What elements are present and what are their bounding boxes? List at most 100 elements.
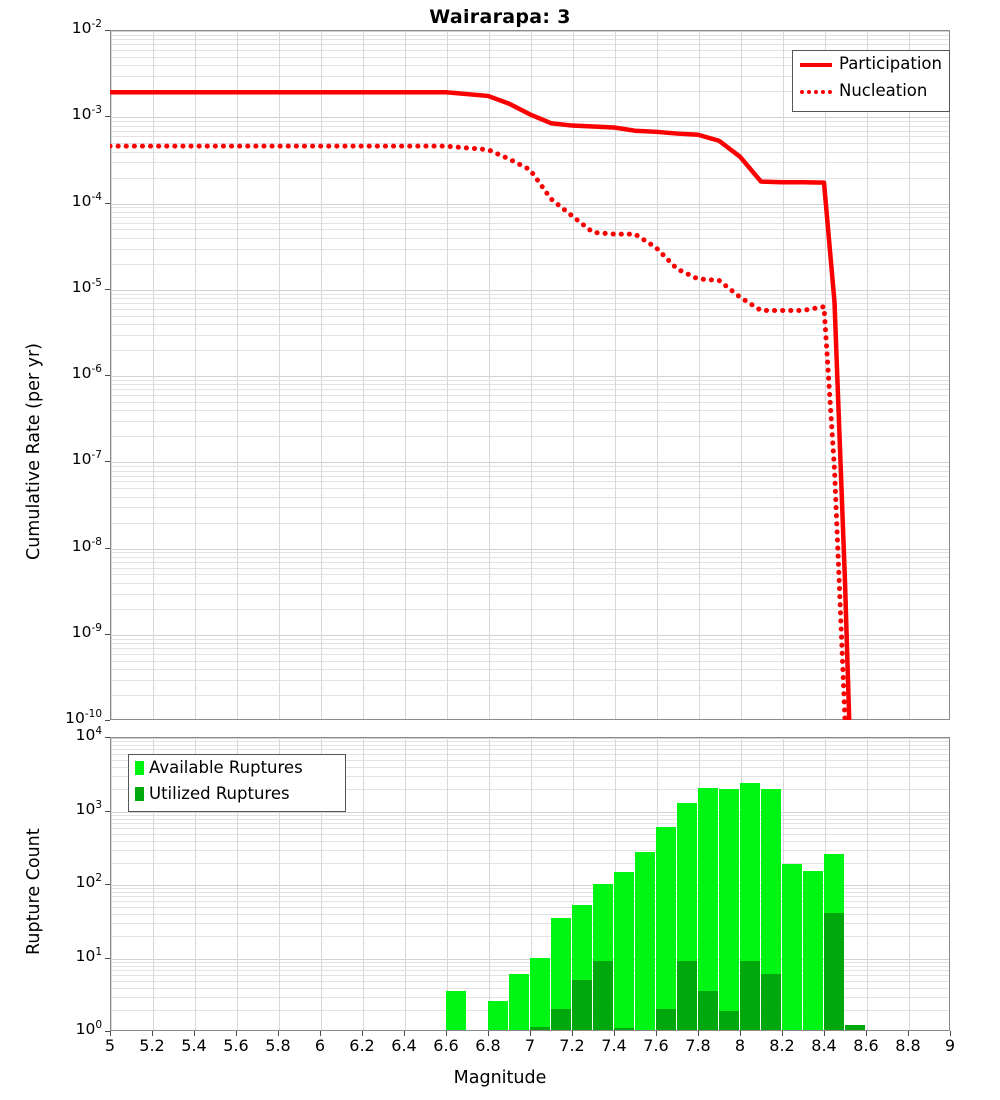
- gridline-vertical: [237, 31, 238, 719]
- gridline-horizontal: [111, 552, 949, 553]
- bar-segment-utilized: [845, 1025, 865, 1030]
- top-y-tick-mark: [105, 116, 110, 117]
- gridline-vertical: [447, 738, 448, 1030]
- gridline-vertical: [909, 31, 910, 719]
- gridline-horizontal: [111, 229, 949, 230]
- rupture-bar[interactable]: [677, 738, 697, 1030]
- legend-item-available-ruptures[interactable]: Available Ruptures: [129, 755, 345, 781]
- rupture-bar[interactable]: [761, 738, 781, 1030]
- x-tick-label: 6.2: [349, 1036, 375, 1055]
- gridline-vertical: [825, 31, 826, 719]
- x-tick-label: 6.8: [475, 1036, 501, 1055]
- gridline-horizontal: [111, 481, 949, 482]
- rupture-bar[interactable]: [509, 738, 529, 1030]
- top-y-tick-label: 10-8: [71, 535, 102, 555]
- rupture-bar[interactable]: [740, 738, 760, 1030]
- rupture-bar[interactable]: [824, 738, 844, 1030]
- bar-segment-utilized: [614, 1028, 634, 1030]
- gridline-horizontal: [111, 410, 949, 411]
- gridline-horizontal: [111, 131, 949, 132]
- gridline-horizontal: [111, 892, 949, 893]
- x-tick-label: 6.6: [433, 1036, 459, 1055]
- gridline-horizontal: [111, 207, 949, 208]
- rupture-bar[interactable]: [551, 738, 571, 1030]
- gridline-horizontal: [111, 507, 949, 508]
- x-tick-mark: [866, 1031, 867, 1036]
- gridline-vertical: [405, 738, 406, 1030]
- gridline-vertical: [405, 31, 406, 719]
- legend-item-nucleation[interactable]: Nucleation: [793, 78, 949, 105]
- legend-label-nucleation: Nucleation: [839, 81, 928, 101]
- rupture-bar[interactable]: [614, 738, 634, 1030]
- gridline-vertical: [153, 738, 154, 1030]
- x-tick-mark: [278, 1031, 279, 1036]
- gridline-horizontal: [111, 914, 949, 915]
- rupture-bar[interactable]: [530, 738, 550, 1030]
- gridline-vertical: [909, 738, 910, 1030]
- rupture-bar[interactable]: [593, 738, 613, 1030]
- gridline-horizontal: [111, 661, 949, 662]
- bottom-axis-title: Rupture Count: [24, 828, 44, 955]
- gridline-horizontal: [111, 212, 949, 213]
- rupture-bar[interactable]: [803, 738, 823, 1030]
- rupture-bar[interactable]: [719, 738, 739, 1030]
- rupture-bar[interactable]: [572, 738, 592, 1030]
- gridline-horizontal: [111, 609, 949, 610]
- gridline-horizontal: [111, 828, 949, 829]
- gridline-vertical: [111, 738, 112, 1030]
- gridline-horizontal: [111, 204, 949, 205]
- rupture-bar[interactable]: [845, 738, 865, 1030]
- gridline-horizontal: [111, 384, 949, 385]
- x-tick-mark: [194, 1031, 195, 1036]
- rupture-bar[interactable]: [782, 738, 802, 1030]
- gridline-horizontal: [111, 819, 949, 820]
- gridline-vertical: [615, 31, 616, 719]
- gridline-vertical: [573, 31, 574, 719]
- gridline-vertical: [111, 31, 112, 719]
- x-tick-label: 5: [104, 1036, 116, 1055]
- gridline-horizontal: [111, 776, 949, 777]
- bar-segment-utilized: [593, 960, 613, 1030]
- x-tick-label: 7.4: [601, 1036, 627, 1055]
- gridline-horizontal: [111, 376, 949, 377]
- legend-item-participation[interactable]: Participation: [793, 51, 949, 78]
- x-tick-label: 8: [734, 1036, 746, 1055]
- rupture-bar[interactable]: [698, 738, 718, 1030]
- x-axis-title: Magnitude: [453, 1068, 547, 1088]
- gridline-horizontal: [111, 907, 949, 908]
- gridline-horizontal: [111, 850, 949, 851]
- gridline-vertical: [363, 31, 364, 719]
- gridline-horizontal: [111, 635, 949, 636]
- gridline-vertical: [363, 738, 364, 1030]
- gridline-horizontal: [111, 395, 949, 396]
- x-tick-mark: [908, 1031, 909, 1036]
- gridline-horizontal: [111, 549, 949, 550]
- legend-item-utilized-ruptures[interactable]: Utilized Ruptures: [129, 781, 345, 807]
- gridline-horizontal: [111, 223, 949, 224]
- rupture-bar[interactable]: [488, 738, 508, 1030]
- x-tick-mark: [950, 1031, 951, 1036]
- gridline-horizontal: [111, 76, 949, 77]
- gridline-horizontal: [111, 594, 949, 595]
- gridline-horizontal: [111, 316, 949, 317]
- gridline-horizontal: [111, 294, 949, 295]
- gridline-horizontal: [111, 562, 949, 563]
- rupture-bar[interactable]: [656, 738, 676, 1030]
- bottom-y-tick-label: 100: [75, 1019, 102, 1039]
- gridline-horizontal: [111, 91, 949, 92]
- bar-segment-utilized: [530, 1026, 550, 1030]
- rupture-bar[interactable]: [446, 738, 466, 1030]
- bar-segment-available: [488, 1000, 508, 1030]
- bar-segment-utilized: [824, 913, 844, 1030]
- gridline-horizontal: [111, 834, 949, 835]
- gridline-horizontal: [111, 350, 949, 351]
- gridline-horizontal: [111, 767, 949, 768]
- rupture-bar[interactable]: [635, 738, 655, 1030]
- top-y-tick-mark: [105, 461, 110, 462]
- x-tick-mark: [698, 1031, 699, 1036]
- top-y-tick-label: 10-6: [71, 363, 102, 383]
- gridline-vertical: [489, 31, 490, 719]
- gridline-horizontal: [111, 488, 949, 489]
- gridline-horizontal: [111, 574, 949, 575]
- dotted-line-icon: [800, 89, 832, 94]
